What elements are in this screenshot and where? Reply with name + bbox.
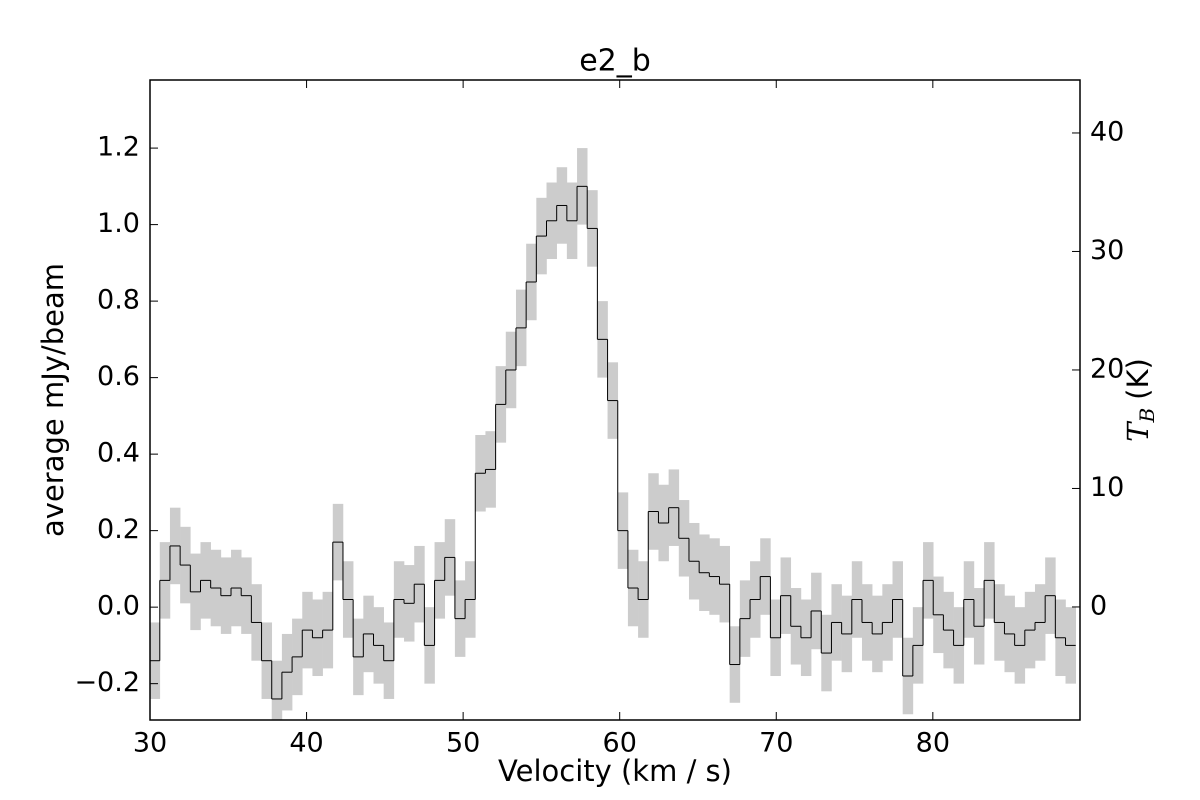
x-tick-label: 80 (916, 728, 950, 759)
x-tick-label: 30 (133, 728, 167, 759)
x-tick-label: 70 (759, 728, 793, 759)
y-tick-label: −0.2 (74, 667, 140, 698)
y2-tick-label: 0 (1090, 590, 1107, 621)
y2-tick-label: 30 (1090, 235, 1124, 266)
x-tick-label: 50 (446, 728, 480, 759)
y2-tick-label: 10 (1090, 472, 1124, 503)
spectrum (150, 185, 1076, 700)
y2-axis-label: TB (K) (1121, 358, 1159, 442)
y-tick-label: 1.0 (97, 208, 140, 239)
x-tick-label: 40 (289, 728, 323, 759)
y-axis-label: average mJy/beam (36, 263, 70, 537)
y2-tick-label: 40 (1090, 116, 1124, 147)
chart-title: e2_b (579, 44, 651, 79)
y2-symbol: T (1121, 420, 1155, 442)
y-tick-label: 0.4 (97, 438, 140, 469)
plot-frame (149, 79, 1081, 721)
y2-subscript: B (1135, 408, 1159, 424)
x-tick-label: 60 (603, 728, 637, 759)
y-tick-label: 0.6 (97, 361, 140, 392)
y-tick-label: 0.0 (97, 591, 140, 622)
y2-unit: (K) (1121, 358, 1155, 400)
error-band (150, 148, 1076, 720)
y2-tick-label: 20 (1090, 353, 1124, 384)
y-tick-label: 1.2 (97, 132, 140, 163)
error-band-step (271, 660, 283, 720)
y-tick-label: 0.8 (97, 285, 140, 316)
x-axis-label: Velocity (km / s) (498, 754, 732, 788)
y-tick-label: 0.2 (97, 514, 140, 545)
